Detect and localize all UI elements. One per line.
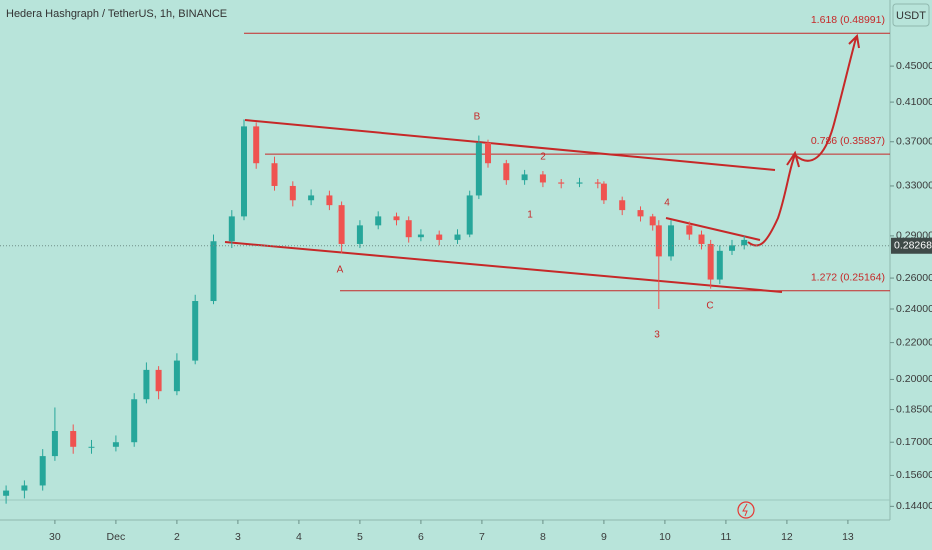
candle-body — [707, 243, 714, 280]
candle-body — [576, 182, 583, 184]
candle-body — [558, 182, 565, 184]
candle-body — [466, 195, 473, 235]
candle-body — [454, 234, 461, 240]
candle-body — [393, 216, 400, 221]
y-tick-label: 0.17000 — [896, 436, 932, 448]
x-tick-label: 6 — [418, 531, 424, 543]
candle-body — [698, 234, 705, 244]
arrow-head — [848, 33, 860, 49]
fib-label: 1.272 (0.25164) — [811, 271, 885, 283]
candle-body — [88, 446, 95, 448]
wave-label: 2 — [540, 152, 546, 163]
candle-body — [155, 369, 162, 392]
y-tick-label: 0.26000 — [896, 272, 932, 284]
candle-body — [338, 205, 345, 244]
candle-body — [271, 163, 278, 186]
x-tick-label: 30 — [49, 531, 61, 543]
wave-label: 1 — [527, 210, 533, 221]
drawings — [224, 33, 860, 293]
y-tick-label: 0.37000 — [896, 136, 932, 148]
x-tick-label: 5 — [357, 531, 363, 543]
candle-body — [39, 456, 46, 486]
wave-label: 3 — [654, 330, 660, 341]
x-tick-label: 4 — [296, 531, 302, 543]
candle-body — [70, 431, 77, 447]
candle-body — [253, 126, 260, 164]
chart-title: Hedera Hashgraph / TetherUS, 1h, BINANCE — [6, 8, 227, 20]
y-tick-label: 0.22000 — [896, 336, 932, 348]
candle-body — [308, 195, 315, 201]
y-tick-label: 0.20000 — [896, 373, 932, 385]
candle-body — [619, 200, 626, 211]
candle-body — [51, 431, 58, 457]
arrow-head — [786, 150, 800, 168]
candle-body — [356, 225, 363, 244]
candle-body — [210, 241, 217, 302]
channel-top — [244, 119, 776, 171]
candle-body — [655, 225, 662, 257]
candle-body — [3, 490, 10, 496]
candle-body — [228, 216, 235, 242]
x-tick-label: 11 — [720, 531, 731, 543]
currency-label[interactable]: USDT — [896, 10, 926, 22]
candle-body — [637, 210, 644, 217]
candle-body — [716, 250, 723, 280]
candle-body — [485, 142, 492, 164]
channel-bottom — [224, 241, 783, 293]
x-tick-label: 7 — [479, 531, 485, 543]
candle-body — [326, 195, 333, 206]
candle-body — [521, 174, 528, 181]
y-tick-label: 0.41000 — [896, 96, 932, 108]
candle-body — [729, 245, 736, 251]
candle-body — [741, 239, 748, 246]
candle-body — [417, 234, 424, 238]
candle-body — [375, 216, 382, 226]
wave-label: C — [706, 301, 713, 312]
currency-button[interactable] — [892, 3, 930, 27]
wave-label: A — [337, 265, 344, 276]
y-tick-label: 0.24000 — [896, 303, 932, 315]
x-tick-label: 2 — [174, 531, 180, 543]
x-tick-label: 13 — [842, 531, 854, 543]
flash-icon[interactable] — [737, 501, 755, 519]
x-tick-label: 8 — [540, 531, 546, 543]
candle-body — [686, 225, 693, 235]
candle-body — [600, 183, 607, 201]
candle-body — [112, 442, 119, 447]
candle-body — [241, 126, 248, 217]
last-price-label: 0.28268 — [894, 240, 932, 252]
fib-label: 0.786 (0.35837) — [811, 135, 885, 147]
candle-body — [131, 399, 138, 443]
candle-body — [475, 142, 482, 196]
candle-body — [173, 360, 180, 392]
y-tick-label: 0.45000 — [896, 60, 932, 72]
y-tick-label: 0.15600 — [896, 469, 932, 481]
y-tick-label: 0.18500 — [896, 403, 932, 415]
candle-body — [192, 301, 199, 361]
wave-label: 4 — [664, 198, 670, 209]
candle-body — [289, 185, 296, 201]
fib-label: 1.618 (0.48991) — [811, 14, 885, 26]
x-tick-label: Dec — [107, 531, 126, 543]
candle-body — [668, 225, 675, 257]
x-tick-label: 3 — [235, 531, 241, 543]
wave-label: B — [474, 112, 481, 123]
y-tick-label: 0.14400 — [896, 500, 932, 512]
candle-body — [503, 163, 510, 181]
candle-body — [21, 485, 28, 491]
candle-body — [143, 369, 150, 400]
candle-body — [539, 174, 546, 183]
last-price-box — [891, 237, 932, 254]
x-tick-label: 10 — [659, 531, 671, 543]
y-tick-label: 0.33000 — [896, 180, 932, 192]
flash-bolt — [742, 503, 748, 517]
candle-body — [594, 182, 601, 184]
x-tick-label: 9 — [601, 531, 607, 543]
candle-body — [436, 234, 443, 240]
x-tick-label: 12 — [781, 531, 793, 543]
candle-body — [405, 220, 412, 238]
candle-body — [649, 216, 656, 226]
